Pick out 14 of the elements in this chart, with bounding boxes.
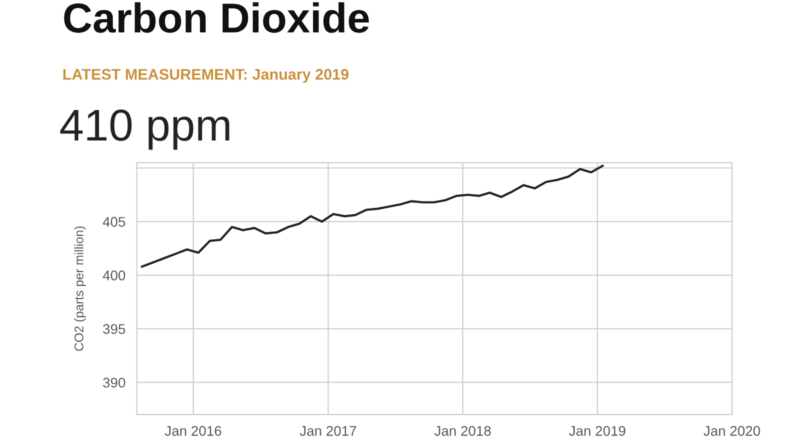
- y-tick-label: 395: [103, 324, 126, 334]
- line-series: [140, 164, 604, 268]
- text: 410 ppm: [60, 110, 230, 150]
- x-tick-label: Jan 2016: [164, 426, 222, 436]
- y-tick-label: 400: [102, 270, 126, 280]
- x-tick-label: Jan 2018: [434, 426, 491, 436]
- y-tick-label: 390: [103, 378, 126, 388]
- y-tick-label: 405: [102, 216, 126, 227]
- chart-subtitle: LATEST MEASUREMENT: January 2019: [63, 68, 348, 83]
- x-tick-label: Jan 2017: [300, 426, 356, 436]
- x-tick-label: Jan 2019: [569, 426, 626, 436]
- y-axis-title: CO2 (parts per million): [74, 226, 86, 351]
- chart-title: Carbon Dioxide: [64, 2, 369, 33]
- x-tick-label: Jan 2020: [704, 426, 760, 436]
